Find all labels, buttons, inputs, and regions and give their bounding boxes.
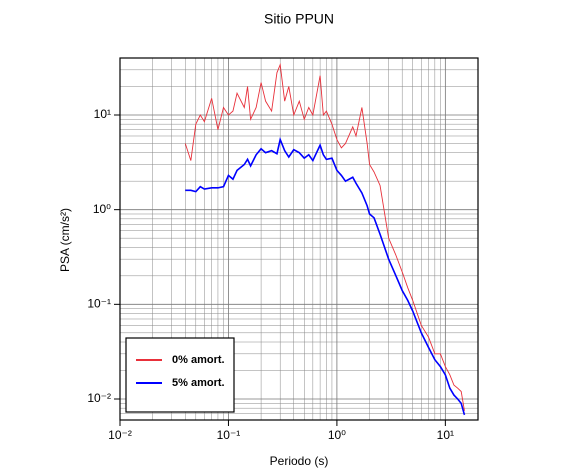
chart-title: Sitio PPUN — [264, 11, 334, 27]
x-tick-label: 10⁰ — [328, 428, 346, 442]
y-tick-label: 10⁻² — [87, 391, 111, 405]
x-tick-label: 10⁻¹ — [217, 428, 241, 442]
y-axis-label: PSA (cm/s²) — [58, 208, 72, 272]
legend-text: 0% amort. — [172, 354, 225, 366]
y-tick-label: 10⁻¹ — [87, 297, 111, 311]
x-tick-label: 10⁻² — [108, 428, 132, 442]
legend-box — [125, 337, 235, 413]
plot-frame — [119, 57, 479, 421]
y-tick-label: 10¹ — [94, 107, 111, 121]
series-line — [185, 136, 466, 416]
series-line — [184, 62, 465, 411]
legend-text: 5% amort. — [172, 377, 225, 389]
x-axis-label: Periodo (s) — [270, 454, 329, 468]
y-tick-label: 10⁰ — [93, 202, 111, 216]
x-tick-label: 10¹ — [437, 428, 454, 442]
